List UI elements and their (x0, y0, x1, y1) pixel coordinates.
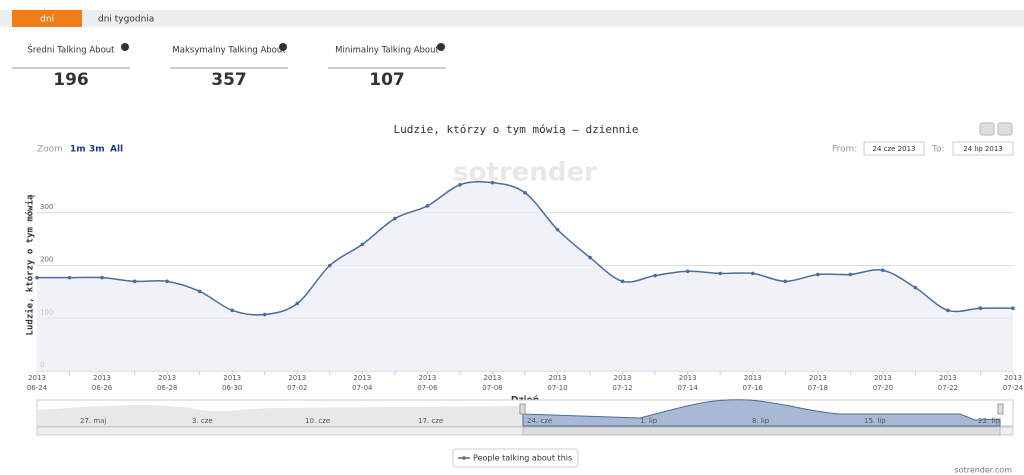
x-tick-label: 2013 07-06 (417, 374, 438, 392)
point (295, 301, 300, 306)
point (360, 242, 365, 247)
point (653, 273, 657, 278)
legend-symbol-marker (462, 456, 466, 460)
navigator-label: 17. cze (418, 417, 443, 425)
navigator-label: 27. maj (80, 417, 106, 425)
point (35, 275, 39, 280)
point (523, 190, 527, 195)
point (197, 289, 202, 294)
zoom-option[interactable]: 1m (70, 145, 86, 155)
point (685, 269, 690, 274)
legend-label[interactable]: People talking about this (473, 454, 572, 463)
point (783, 279, 788, 284)
point (913, 285, 918, 290)
legend-box (452, 448, 579, 468)
point (816, 272, 820, 277)
x-tick-label: 2013 07-14 (677, 374, 698, 392)
point (132, 279, 137, 284)
navigator-label: 15. lip (864, 417, 886, 425)
point (67, 275, 72, 280)
navigator-label: 1. lip (640, 417, 658, 425)
footer: sotrender.com (955, 466, 1013, 475)
x-tick-label: 2013 07-18 (808, 374, 828, 392)
point (262, 312, 267, 317)
point (848, 272, 853, 277)
point (230, 308, 234, 313)
tab-active[interactable] (12, 10, 82, 27)
stat-label: Minimalny Talking About (335, 46, 439, 56)
help-icon (437, 43, 445, 51)
navigator-label: 3. cze (192, 417, 213, 425)
zoom-option[interactable]: All (110, 145, 123, 155)
x-tick-label: 2013 07-08 (482, 374, 502, 392)
stat-value: 107 (369, 70, 405, 90)
tab-bar (0, 10, 1024, 27)
point (750, 271, 755, 276)
navigator-handle[interactable] (519, 403, 526, 415)
point (620, 279, 625, 284)
help-icon (279, 43, 287, 51)
x-tick-label: 2013 06-26 (92, 374, 113, 392)
x-tick-label: 2013 06-30 (222, 374, 242, 392)
scrollbar-thumb[interactable] (522, 426, 1001, 436)
navigator-selection (522, 399, 1001, 427)
x-tick-label: 2013 07-24 (1003, 374, 1024, 392)
point (588, 255, 592, 260)
to-input[interactable] (952, 141, 1014, 156)
tab[interactable]: dni tygodnia (98, 15, 154, 25)
navigator-history (37, 405, 523, 426)
point (946, 308, 950, 313)
zoom-option[interactable]: 3m (89, 145, 105, 155)
to-value: 24 lip 2013 (963, 145, 1003, 153)
x-tick-label: 2013 07-04 (352, 374, 373, 392)
export-button[interactable] (997, 122, 1013, 136)
point (458, 182, 462, 187)
navigator-label: 22. lip (978, 417, 1000, 425)
x-tick-label: 2013 07-20 (873, 374, 893, 392)
navigator-label: 24. cze (527, 417, 552, 425)
x-tick-label: 2013 07-10 (547, 374, 567, 392)
print-button[interactable] (979, 122, 995, 136)
y-axis-title: Ludzie, którzy o tym mówią (25, 195, 36, 336)
point (165, 279, 169, 284)
y-tick-label: 200 (40, 256, 53, 264)
navigator[interactable] (36, 399, 1014, 436)
stat-label: Maksymalny Talking About (172, 46, 286, 56)
help-icon (121, 43, 129, 51)
from-input[interactable] (863, 141, 925, 156)
x-tick-label: 2013 07-16 (743, 374, 764, 392)
point (425, 204, 430, 208)
x-tick-label: 2013 06-28 (157, 374, 177, 392)
navigator-label: 10. cze (305, 417, 330, 425)
navigator-handle[interactable] (997, 403, 1004, 415)
point (881, 268, 885, 273)
x-tick-label: 2013 07-02 (287, 374, 307, 392)
point (393, 216, 397, 221)
x-tick-label: 2013 07-12 (612, 374, 632, 392)
x-tick-label: 2013 06-24 (27, 374, 48, 392)
point (490, 180, 495, 185)
area-fill (37, 181, 1013, 371)
to-label: To: (931, 145, 945, 155)
from-label: From: (832, 145, 857, 155)
point (978, 306, 983, 311)
stat-value: 196 (53, 70, 89, 90)
stat-label: Średni Talking About (27, 44, 115, 56)
navigator-label: 8. lip (752, 417, 770, 425)
point (555, 227, 560, 232)
from-value: 24 cze 2013 (872, 145, 915, 153)
point (328, 263, 332, 268)
point (718, 271, 722, 276)
x-tick-label: 2013 07-22 (938, 374, 958, 392)
point (100, 275, 104, 280)
point (1011, 306, 1015, 311)
tab[interactable]: dni (40, 15, 54, 25)
stat-value: 357 (211, 70, 247, 90)
zoom-label: Zoom (37, 145, 63, 155)
chart-title: Ludzie, którzy o tym mówią – dziennie (393, 123, 638, 136)
y-tick-label: 300 (40, 203, 53, 211)
